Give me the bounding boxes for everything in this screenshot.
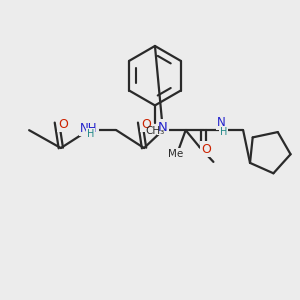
Text: H: H — [87, 129, 94, 139]
Text: NH: NH — [80, 122, 97, 135]
Text: N: N — [217, 116, 226, 129]
Text: N: N — [158, 121, 168, 134]
Text: O: O — [202, 142, 212, 155]
Text: CH₃: CH₃ — [145, 126, 165, 136]
Text: O: O — [141, 118, 151, 131]
Text: H: H — [220, 127, 227, 137]
Text: Me: Me — [168, 149, 183, 159]
Text: O: O — [58, 118, 68, 131]
